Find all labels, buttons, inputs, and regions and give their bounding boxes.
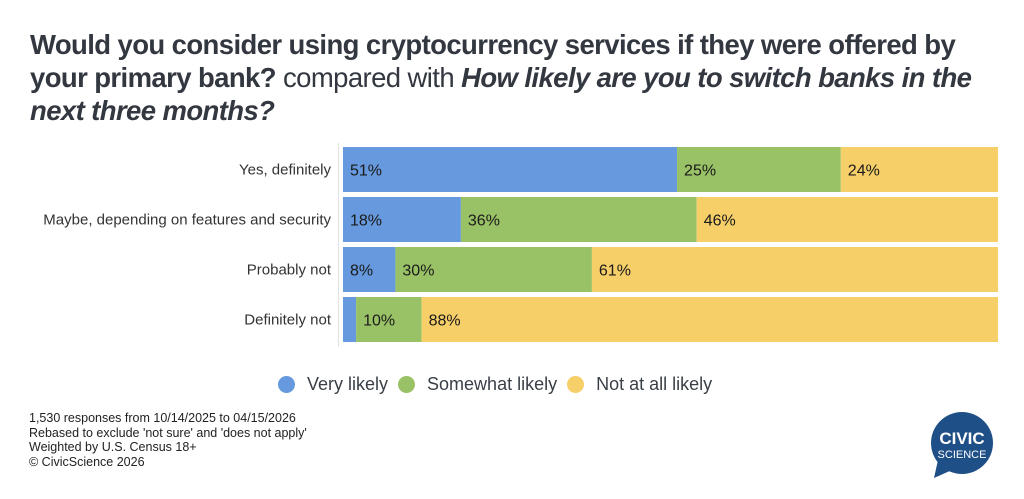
category-labels: Yes, definitely Maybe, depending on featu… [43,162,332,329]
legend-label: Not at all likely [596,373,713,394]
title-question-2: How likely are you to switch banks in th… [30,62,972,126]
logo-text-civic: CIVIC [939,429,984,448]
value-label: 36% [468,213,500,230]
bar-segment [677,147,841,192]
value-label: 8% [350,263,373,280]
footnote-copyright: © CivicScience 2026 [29,454,145,469]
value-label: 30% [402,263,434,280]
logo-bubble-tail [934,460,952,478]
footnote: 1,530 responses from 10/14/2025 to 04/15… [29,411,307,469]
bar-segment [343,297,357,342]
bar-segment [421,297,999,342]
legend-label: Somewhat likely [427,373,558,394]
legend: Very likely Somewhat likely Not at all l… [278,370,722,398]
bars-group: 51% 25% 24% 18% 36% 46% 8% 30% 61% 10% 88% [343,147,999,342]
bar-segment [696,197,998,242]
footnote-weighted: Weighted by U.S. Census 18+ [29,440,197,454]
stacked-bar-chart: 51% 25% 24% 18% 36% 46% 8% 30% 61% 10% 88% Yes, de… [43,143,999,347]
legend-item-very-likely: Very likely [278,374,388,395]
bar-segment [343,197,461,242]
value-label: 46% [704,213,736,230]
legend-dot-icon [278,375,295,393]
value-label: 88% [429,313,461,330]
category-label: Yes, definitely [239,162,332,179]
value-label: 18% [350,213,382,230]
category-label: Maybe, depending on features and securit… [43,212,331,229]
value-label: 51% [350,163,382,180]
civicscience-logo: CIVIC SCIENCE [931,412,993,478]
legend-label: Very likely [307,373,389,394]
logo-text-science: SCIENCE [938,449,987,461]
bar-segment [356,297,422,342]
legend-item-somewhat-likely: Somewhat likely [398,374,557,395]
value-label: 61% [599,263,631,280]
footnote-rebased: Rebased to exclude 'not sure' and 'does … [29,425,307,440]
value-label: 24% [848,163,880,180]
legend-dot-icon [398,375,416,393]
category-label: Probably not [247,262,332,279]
title-connector: compared with [275,62,462,93]
value-label: 25% [684,163,716,180]
logo-bubble [931,412,993,474]
footnote-responses: 1,530 responses from 10/14/2025 to 04/15… [29,411,296,425]
bar-segment [591,247,998,292]
bar-segment [840,147,998,192]
bar-segment [395,247,592,292]
value-label: 10% [363,313,395,330]
legend-item-not-at-all-likely: Not at all likely [567,374,712,395]
bar-segment [343,247,396,292]
bar-segment [343,147,678,192]
legend-dot-icon [567,375,585,393]
chart-title: Would you consider using cryptocurrency … [30,28,1010,127]
category-label: Definitely not [244,312,332,329]
bar-segment [460,197,697,242]
title-question-1: Would you consider using cryptocurrency … [30,29,956,93]
